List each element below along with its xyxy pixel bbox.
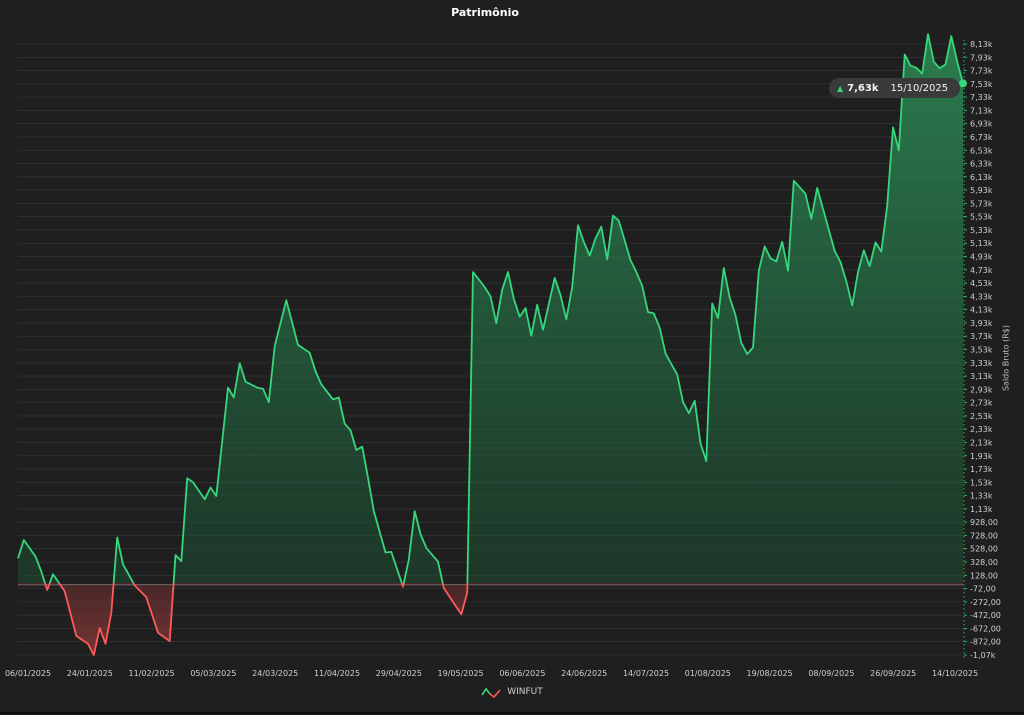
x-tick-label: 24/06/2025 xyxy=(561,669,607,678)
x-tick-label: 26/09/2025 xyxy=(870,669,916,678)
y-tick-label: 6,13k xyxy=(970,173,993,182)
y-tick-label: 3,53k xyxy=(970,346,993,355)
y-tick-label: 928,00 xyxy=(970,518,998,527)
y-tick-label: 7,33k xyxy=(970,93,993,102)
y-tick-label: 2,33k xyxy=(970,425,993,434)
series-line-winfut xyxy=(17,33,967,656)
tooltip-value: 7,63k xyxy=(847,82,879,94)
legend[interactable]: WINFUT xyxy=(0,686,1024,698)
y-tick-label: 6,53k xyxy=(970,146,993,155)
x-tick-label: 06/01/2025 xyxy=(5,669,51,678)
y-tick-label: -872,00 xyxy=(970,638,1001,647)
y-tick-label: 1,73k xyxy=(970,465,993,474)
y-tick-label: 6,93k xyxy=(970,120,993,129)
y-tick-label: 4,93k xyxy=(970,253,993,262)
y-tick-label: 7,93k xyxy=(970,53,993,62)
x-axis: 06/01/2025 24/01/2025 11/02/2025 05/03/2025… xyxy=(5,669,978,678)
y-tick-label: -1,07k xyxy=(970,651,996,660)
x-tick-label: 14/10/2025 xyxy=(932,669,978,678)
y-tick-label: 5,73k xyxy=(970,199,993,208)
last-point-marker[interactable] xyxy=(959,79,967,88)
x-tick-label: 24/01/2025 xyxy=(67,669,113,678)
y-tick-label: -72,00 xyxy=(970,585,996,594)
y-tick-label: 7,73k xyxy=(970,67,993,76)
tooltip-date: 15/10/2025 xyxy=(890,82,949,94)
area-positive xyxy=(18,34,963,583)
y-tick-label: 1,93k xyxy=(970,452,993,461)
legend-line-icon xyxy=(481,687,501,698)
y-tick-label: 6,33k xyxy=(970,160,993,169)
x-tick-label: 11/02/2025 xyxy=(129,669,175,678)
y-tick-label: 5,93k xyxy=(970,186,993,195)
up-triangle-icon: ▲ xyxy=(837,83,844,93)
y-tick-label: 1,13k xyxy=(970,505,993,514)
y-tick-label: 4,13k xyxy=(970,306,993,315)
y-tick-label: 4,73k xyxy=(970,266,993,275)
y-tick-label: 1,33k xyxy=(970,492,993,501)
y-tick-label: 4,33k xyxy=(970,292,993,301)
y-tick-label: 6,73k xyxy=(970,133,993,142)
y-tick-label: 128,00 xyxy=(970,571,998,580)
y-axis: 8,13k 7,93k 7,73k 7,53k 7,33k 7,13k 6,93k 6,73k… xyxy=(963,40,1001,660)
y-tick-label: 2,53k xyxy=(970,412,993,421)
y-tick-label: -672,00 xyxy=(970,624,1001,633)
y-tick-label: 1,53k xyxy=(970,478,993,487)
y-axis-label: Saldo Bruto (R$) xyxy=(1001,324,1011,392)
y-tick-label: 3,13k xyxy=(970,372,993,381)
y-tick-label: 4,53k xyxy=(970,279,993,288)
x-tick-label: 14/07/2025 xyxy=(623,669,669,678)
y-tick-label: 2,93k xyxy=(970,385,993,394)
x-tick-label: 06/06/2025 xyxy=(499,669,545,678)
tooltip: ▲ 7,63k 15/10/2025 xyxy=(829,78,961,98)
bottom-divider xyxy=(0,712,1024,714)
x-tick-label: 01/08/2025 xyxy=(685,669,731,678)
y-tick-label: 5,33k xyxy=(970,226,993,235)
y-tick-label: -272,00 xyxy=(970,598,1001,607)
y-tick-label: 8,13k xyxy=(970,40,993,49)
y-tick-label: 328,00 xyxy=(970,558,998,567)
y-tick-label: 3,93k xyxy=(970,319,993,328)
x-tick-label: 11/04/2025 xyxy=(314,669,360,678)
y-tick-label: 2,13k xyxy=(970,438,993,447)
x-tick-label: 19/05/2025 xyxy=(438,669,484,678)
x-tick-label: 24/03/2025 xyxy=(252,669,298,678)
y-tick-label: 528,00 xyxy=(970,545,998,554)
x-tick-label: 29/04/2025 xyxy=(376,669,422,678)
x-tick-label: 05/03/2025 xyxy=(190,669,236,678)
y-tick-label: 728,00 xyxy=(970,531,998,540)
y-tick-label: 3,33k xyxy=(970,359,993,368)
x-tick-label: 19/08/2025 xyxy=(747,669,793,678)
x-tick-label: 08/09/2025 xyxy=(808,669,854,678)
y-tick-label: 7,13k xyxy=(970,106,993,115)
legend-label-winfut: WINFUT xyxy=(507,687,543,697)
y-tick-label: -472,00 xyxy=(970,611,1001,620)
y-tick-label: 3,73k xyxy=(970,332,993,341)
y-tick-label: 5,53k xyxy=(970,213,993,222)
y-tick-label: 2,73k xyxy=(970,399,993,408)
line-positive xyxy=(17,33,964,583)
y-tick-label: 7,53k xyxy=(970,80,993,89)
y-tick-label: 5,13k xyxy=(970,239,993,248)
chart-title: Patrimônio xyxy=(451,6,519,19)
